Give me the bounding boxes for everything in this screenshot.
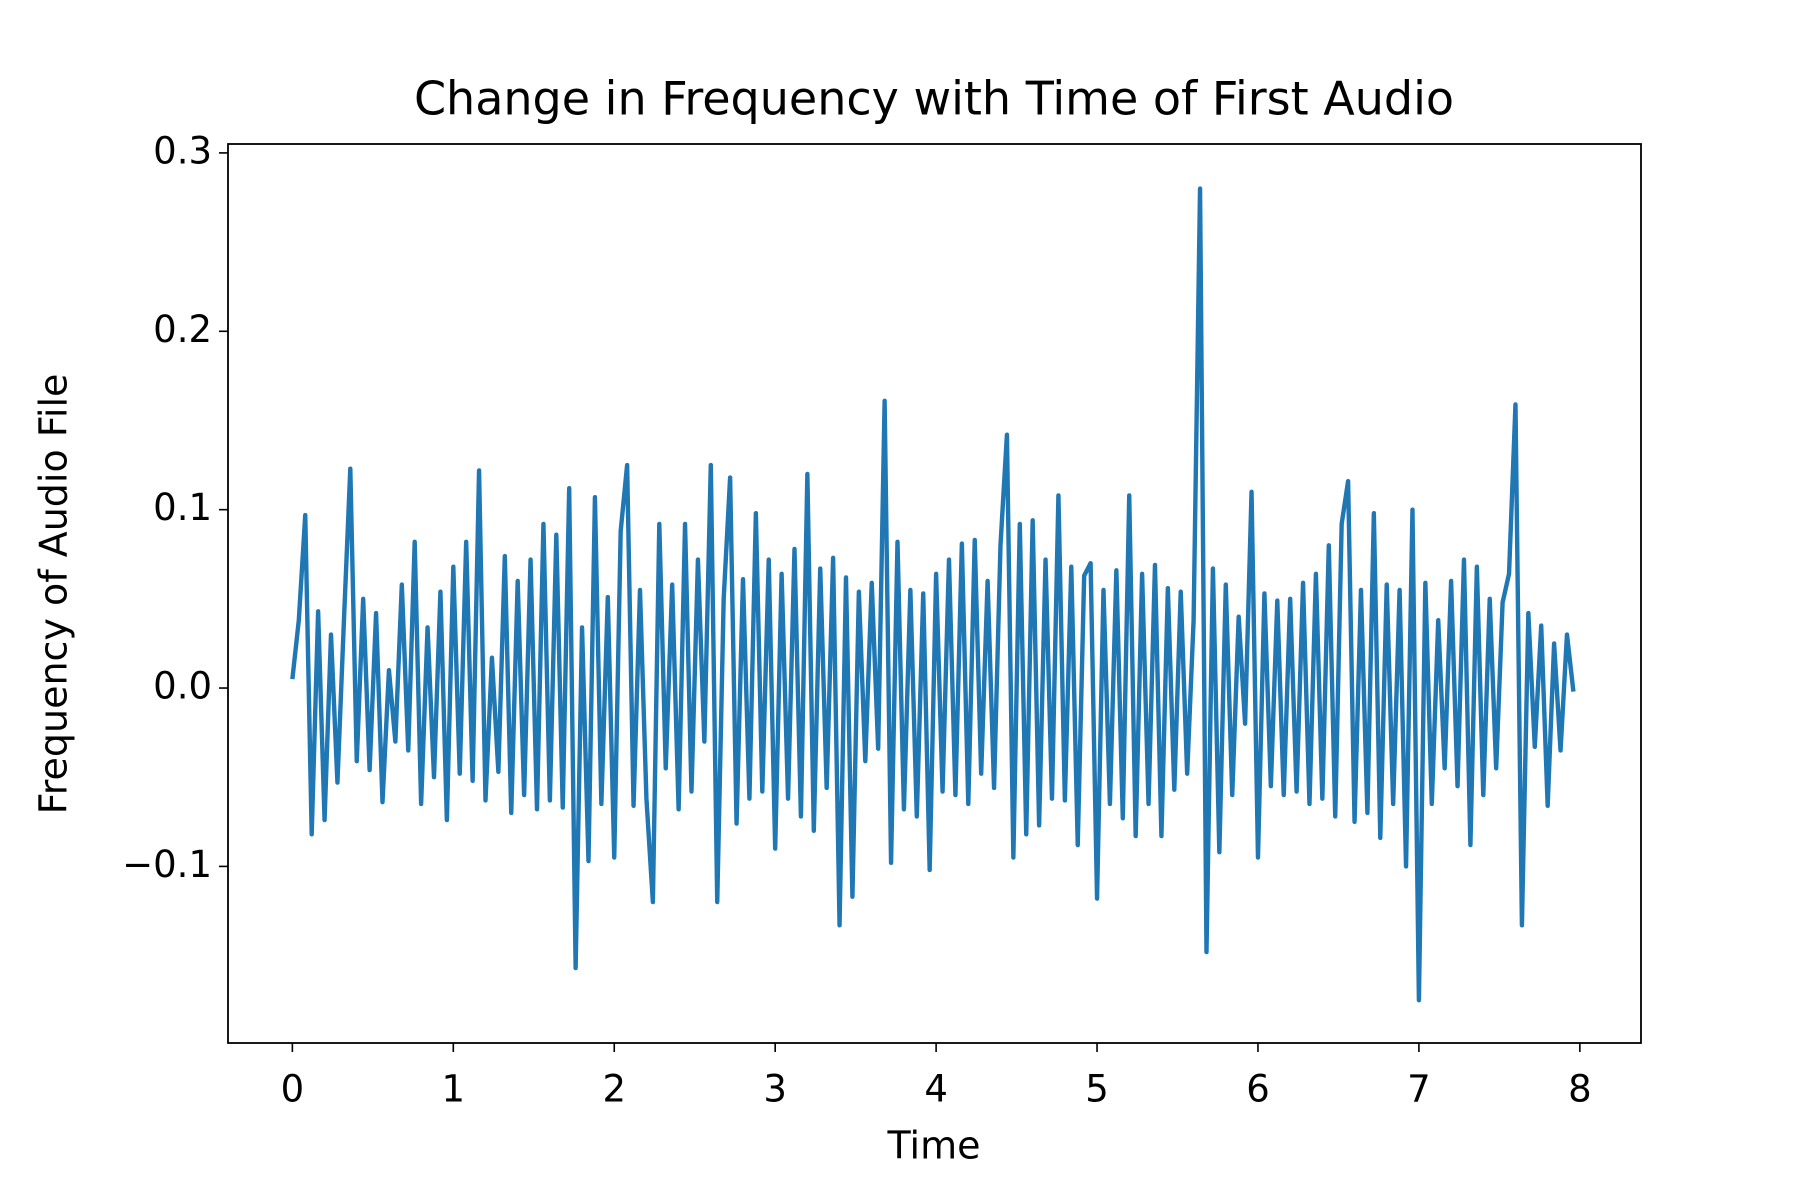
y-tick-label: 0.1 <box>153 486 212 529</box>
x-tick-label: 6 <box>1246 1068 1270 1111</box>
x-tick-label: 7 <box>1407 1068 1431 1111</box>
y-tick-label: 0.2 <box>153 308 212 351</box>
x-tick-label: 4 <box>924 1068 948 1111</box>
plot-frame <box>227 143 1642 1044</box>
y-tick-label: 0.3 <box>153 129 212 172</box>
x-tick-label: 3 <box>763 1068 787 1111</box>
chart-title: Change in Frequency with Time of First A… <box>414 72 1454 126</box>
y-tick-label: −0.1 <box>122 843 212 886</box>
y-tick-label: 0.0 <box>153 665 212 708</box>
x-axis-label: Time <box>887 1124 981 1168</box>
x-tick-label: 0 <box>281 1068 305 1111</box>
x-tick-label: 2 <box>602 1068 626 1111</box>
y-axis-label: Frequency of Audio File <box>32 374 76 815</box>
x-tick-label: 5 <box>1085 1068 1109 1111</box>
data-line <box>290 186 1576 1003</box>
x-tick-label: 8 <box>1568 1068 1592 1111</box>
x-tick-label: 1 <box>442 1068 466 1111</box>
